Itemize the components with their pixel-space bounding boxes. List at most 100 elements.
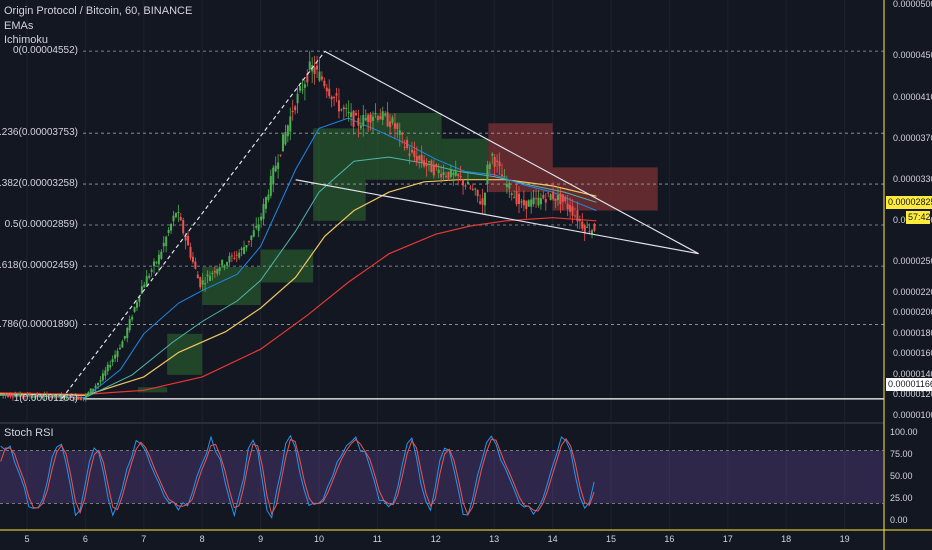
candle-body [118, 347, 121, 350]
candle-body [469, 187, 472, 189]
time-tick: 14 [547, 534, 558, 544]
candle-body [21, 395, 24, 397]
candle-body [496, 160, 499, 162]
price-tick: 0.00001000 [893, 409, 932, 420]
candle-body [354, 113, 357, 116]
candle-body [87, 392, 90, 395]
candle-body [525, 200, 528, 209]
candle-body [109, 365, 112, 368]
candle-body [498, 161, 501, 167]
candle-body [481, 198, 484, 205]
candle-countdown: 57:42 [906, 211, 931, 224]
candle-body [206, 274, 209, 277]
fib-label: 0.786(0.00001890) [0, 318, 78, 330]
candle-body [367, 115, 370, 122]
candle-body [379, 116, 382, 120]
candle-body [564, 196, 567, 202]
candle-body [413, 150, 416, 157]
candle-body [330, 96, 333, 100]
candle-body [447, 171, 450, 179]
candle-body [72, 397, 75, 400]
stoch-rsi-legend[interactable]: Stoch RSI [4, 427, 54, 439]
candle-body [398, 130, 401, 135]
cloud-segment [137, 387, 168, 393]
fib-retracement[interactable] [83, 50, 884, 400]
candle-body [277, 162, 280, 169]
candle-body [281, 134, 284, 152]
candle-body [593, 223, 596, 231]
candle-body [43, 394, 46, 398]
candle-body [294, 106, 297, 111]
candle-body [369, 114, 372, 123]
candle-body [471, 188, 474, 190]
candle-body [7, 394, 10, 397]
fib-label: 0.618(0.00002459) [0, 260, 78, 272]
stoch-k-line [0, 434, 595, 519]
candle-body [544, 199, 547, 203]
cloud-segment [365, 112, 442, 180]
candle-body [182, 220, 185, 234]
candle-body [493, 157, 496, 167]
candle-body [303, 84, 306, 88]
candle-body [250, 235, 253, 241]
ema-mid-line [0, 156, 597, 399]
candle-body [389, 121, 392, 128]
candle-body [372, 116, 375, 121]
ichimoku-legend[interactable]: Ichimoku [4, 34, 49, 46]
candle-body [350, 112, 353, 117]
candle-body [340, 109, 343, 111]
time-tick: 7 [141, 534, 147, 544]
candle-body [323, 80, 326, 87]
candle-body [466, 181, 469, 185]
candle-body [226, 262, 229, 266]
ema-legend[interactable]: EMAs [4, 20, 34, 32]
candle-body [435, 164, 438, 168]
candle-body [318, 71, 321, 81]
ema-lines [0, 117, 597, 399]
candle-body [223, 265, 226, 268]
candle-body [581, 221, 584, 229]
candle-body [406, 139, 409, 149]
candle-body [9, 394, 12, 397]
candle-body [177, 211, 180, 214]
candle-body [194, 261, 197, 269]
candle-body [116, 350, 119, 357]
candle-body [111, 359, 114, 363]
candle-body [216, 269, 219, 274]
candle-body [549, 194, 552, 200]
candle-body [566, 203, 569, 210]
candle-body [70, 396, 73, 398]
candle-body [165, 236, 168, 247]
candle-body [515, 191, 518, 205]
current-price-badge: 0.00002825 [886, 196, 932, 209]
candle-body [476, 189, 479, 197]
candle-body [423, 160, 426, 167]
stoch-rsi-pane[interactable] [0, 434, 884, 519]
candle-body [36, 393, 39, 397]
candle-body [264, 197, 267, 209]
candle-body [267, 194, 270, 200]
price-tick: 0.00002500 [893, 255, 932, 266]
candle-body [38, 394, 41, 397]
time-tick: 9 [258, 534, 264, 544]
candle-body [245, 245, 248, 248]
candle-body [153, 261, 156, 267]
fib-label: 0.236(0.00003753) [0, 127, 78, 139]
candle-body [208, 275, 211, 281]
candle-body [140, 286, 143, 294]
candle-body [4, 394, 7, 396]
candle-body [535, 198, 538, 200]
candle-body [167, 230, 170, 233]
time-tick: 5 [24, 534, 30, 544]
trendline [324, 50, 699, 255]
candle-body [491, 153, 494, 156]
time-tick: 10 [313, 534, 325, 544]
candle-body [286, 125, 289, 137]
stoch-tick: 25.00 [890, 493, 913, 503]
trendlines[interactable] [61, 50, 699, 399]
candle-body [97, 382, 100, 386]
candle-body [41, 396, 44, 398]
time-tick: 15 [605, 534, 617, 544]
price-candles [0, 50, 596, 402]
